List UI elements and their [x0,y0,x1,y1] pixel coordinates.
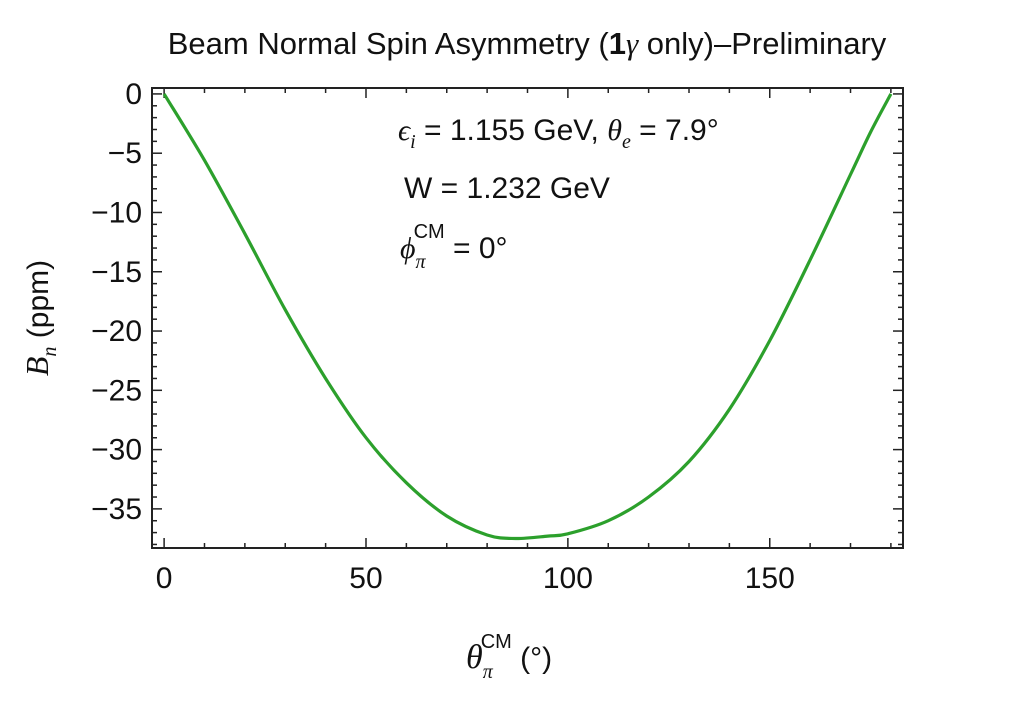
plot-frame [151,87,904,549]
y-tick-label: −25 [91,374,142,407]
y-tick-label: 0 [125,78,142,111]
annotation-phi: ϕπCM = 0° [400,221,508,273]
axis-ticks [152,88,903,548]
x-tick-label: 150 [745,562,795,595]
annotation-kinematics: ϵi = 1.155 GeV, θe = 7.9° [398,114,719,153]
x-tick-label: 100 [543,562,593,595]
y-tick-label: −15 [91,256,142,289]
y-axis-label: Bn (ppm) [19,260,61,376]
x-tick-labels: 0 50 100 150 [156,562,795,595]
y-tick-label: −35 [91,493,142,526]
x-tick-label: 0 [156,562,173,595]
y-tick-labels: 0 −5 −10 −15 −20 −25 −30 −35 [91,78,142,526]
chart-title: Beam Normal Spin Asymmetry (1γ only)–Pre… [168,26,887,61]
y-tick-label: −5 [108,137,142,170]
x-tick-label: 50 [349,562,382,595]
x-axis-label: θπCM (°) [466,631,552,683]
annotation-w: W = 1.232 GeV [404,172,610,205]
y-tick-label: −30 [91,434,142,467]
y-tick-label: −10 [91,196,142,229]
series-line [162,93,893,541]
y-tick-label: −20 [91,315,142,348]
